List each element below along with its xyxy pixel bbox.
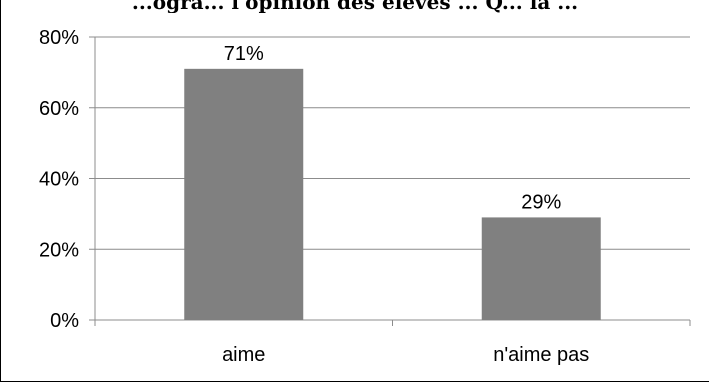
bar	[184, 68, 304, 321]
chart-title: ...ogra... l'opinion des élèves ... Q...…	[131, 0, 579, 13]
category-label: n'aime pas	[493, 344, 589, 366]
y-tick-label: 60%	[39, 98, 79, 120]
y-tick-label: 20%	[39, 239, 79, 261]
y-tick-label: 80%	[39, 27, 79, 49]
bar-layer	[184, 68, 601, 321]
label-layer: 0% 20% 40% 60% 80% 71% aime 29% n'aime pas	[39, 27, 589, 366]
bar	[481, 217, 601, 320]
category-label: aime	[222, 344, 265, 366]
data-label: 29%	[521, 191, 561, 213]
y-tick-label: 0%	[50, 310, 79, 332]
data-label: 71%	[224, 43, 264, 65]
y-tick-label: 40%	[39, 169, 79, 191]
